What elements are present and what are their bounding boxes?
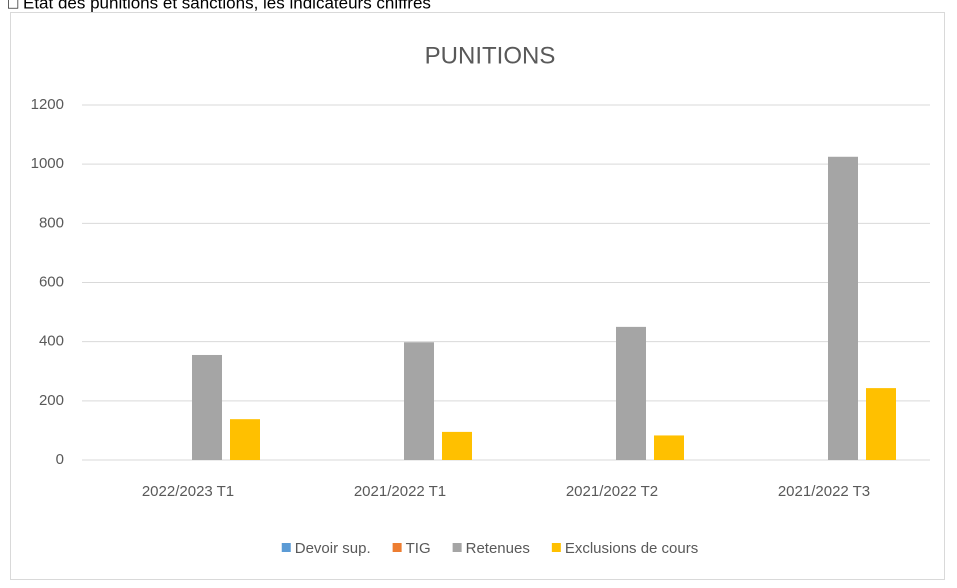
- legend-label: Exclusions de cours: [565, 540, 698, 557]
- page-header: □ État des punitions et sanctions, les i…: [8, 0, 431, 12]
- y-tick-label: 1000: [31, 155, 64, 172]
- bar: [866, 388, 896, 460]
- y-tick-label: 600: [39, 273, 64, 290]
- x-tick-label: 2022/2023 T1: [142, 483, 234, 500]
- legend-swatch: [551, 543, 561, 552]
- chart-title: PUNITIONS: [425, 42, 556, 69]
- y-tick-label: 800: [39, 214, 64, 231]
- bar: [192, 354, 222, 460]
- chart-frame: [10, 12, 945, 580]
- bar: [230, 419, 260, 460]
- x-tick-label: 2021/2022 T3: [778, 483, 870, 500]
- legend-swatch: [452, 543, 462, 552]
- bar: [404, 342, 434, 460]
- y-tick-label: 0: [56, 451, 64, 468]
- bar: [654, 435, 684, 460]
- legend-label: TIG: [406, 540, 431, 557]
- x-tick-label: 2021/2022 T2: [566, 483, 658, 500]
- legend-swatch: [281, 543, 291, 552]
- bar: [442, 431, 472, 460]
- y-tick-label: 200: [39, 392, 64, 409]
- legend-swatch: [392, 543, 402, 552]
- y-tick-label: 400: [39, 333, 64, 350]
- legend-label: Devoir sup.: [295, 540, 371, 557]
- bar: [616, 326, 646, 460]
- bar: [828, 156, 858, 461]
- y-tick-label: 1200: [31, 96, 64, 113]
- x-tick-label: 2021/2022 T1: [354, 483, 446, 500]
- legend-label: Retenues: [466, 540, 530, 557]
